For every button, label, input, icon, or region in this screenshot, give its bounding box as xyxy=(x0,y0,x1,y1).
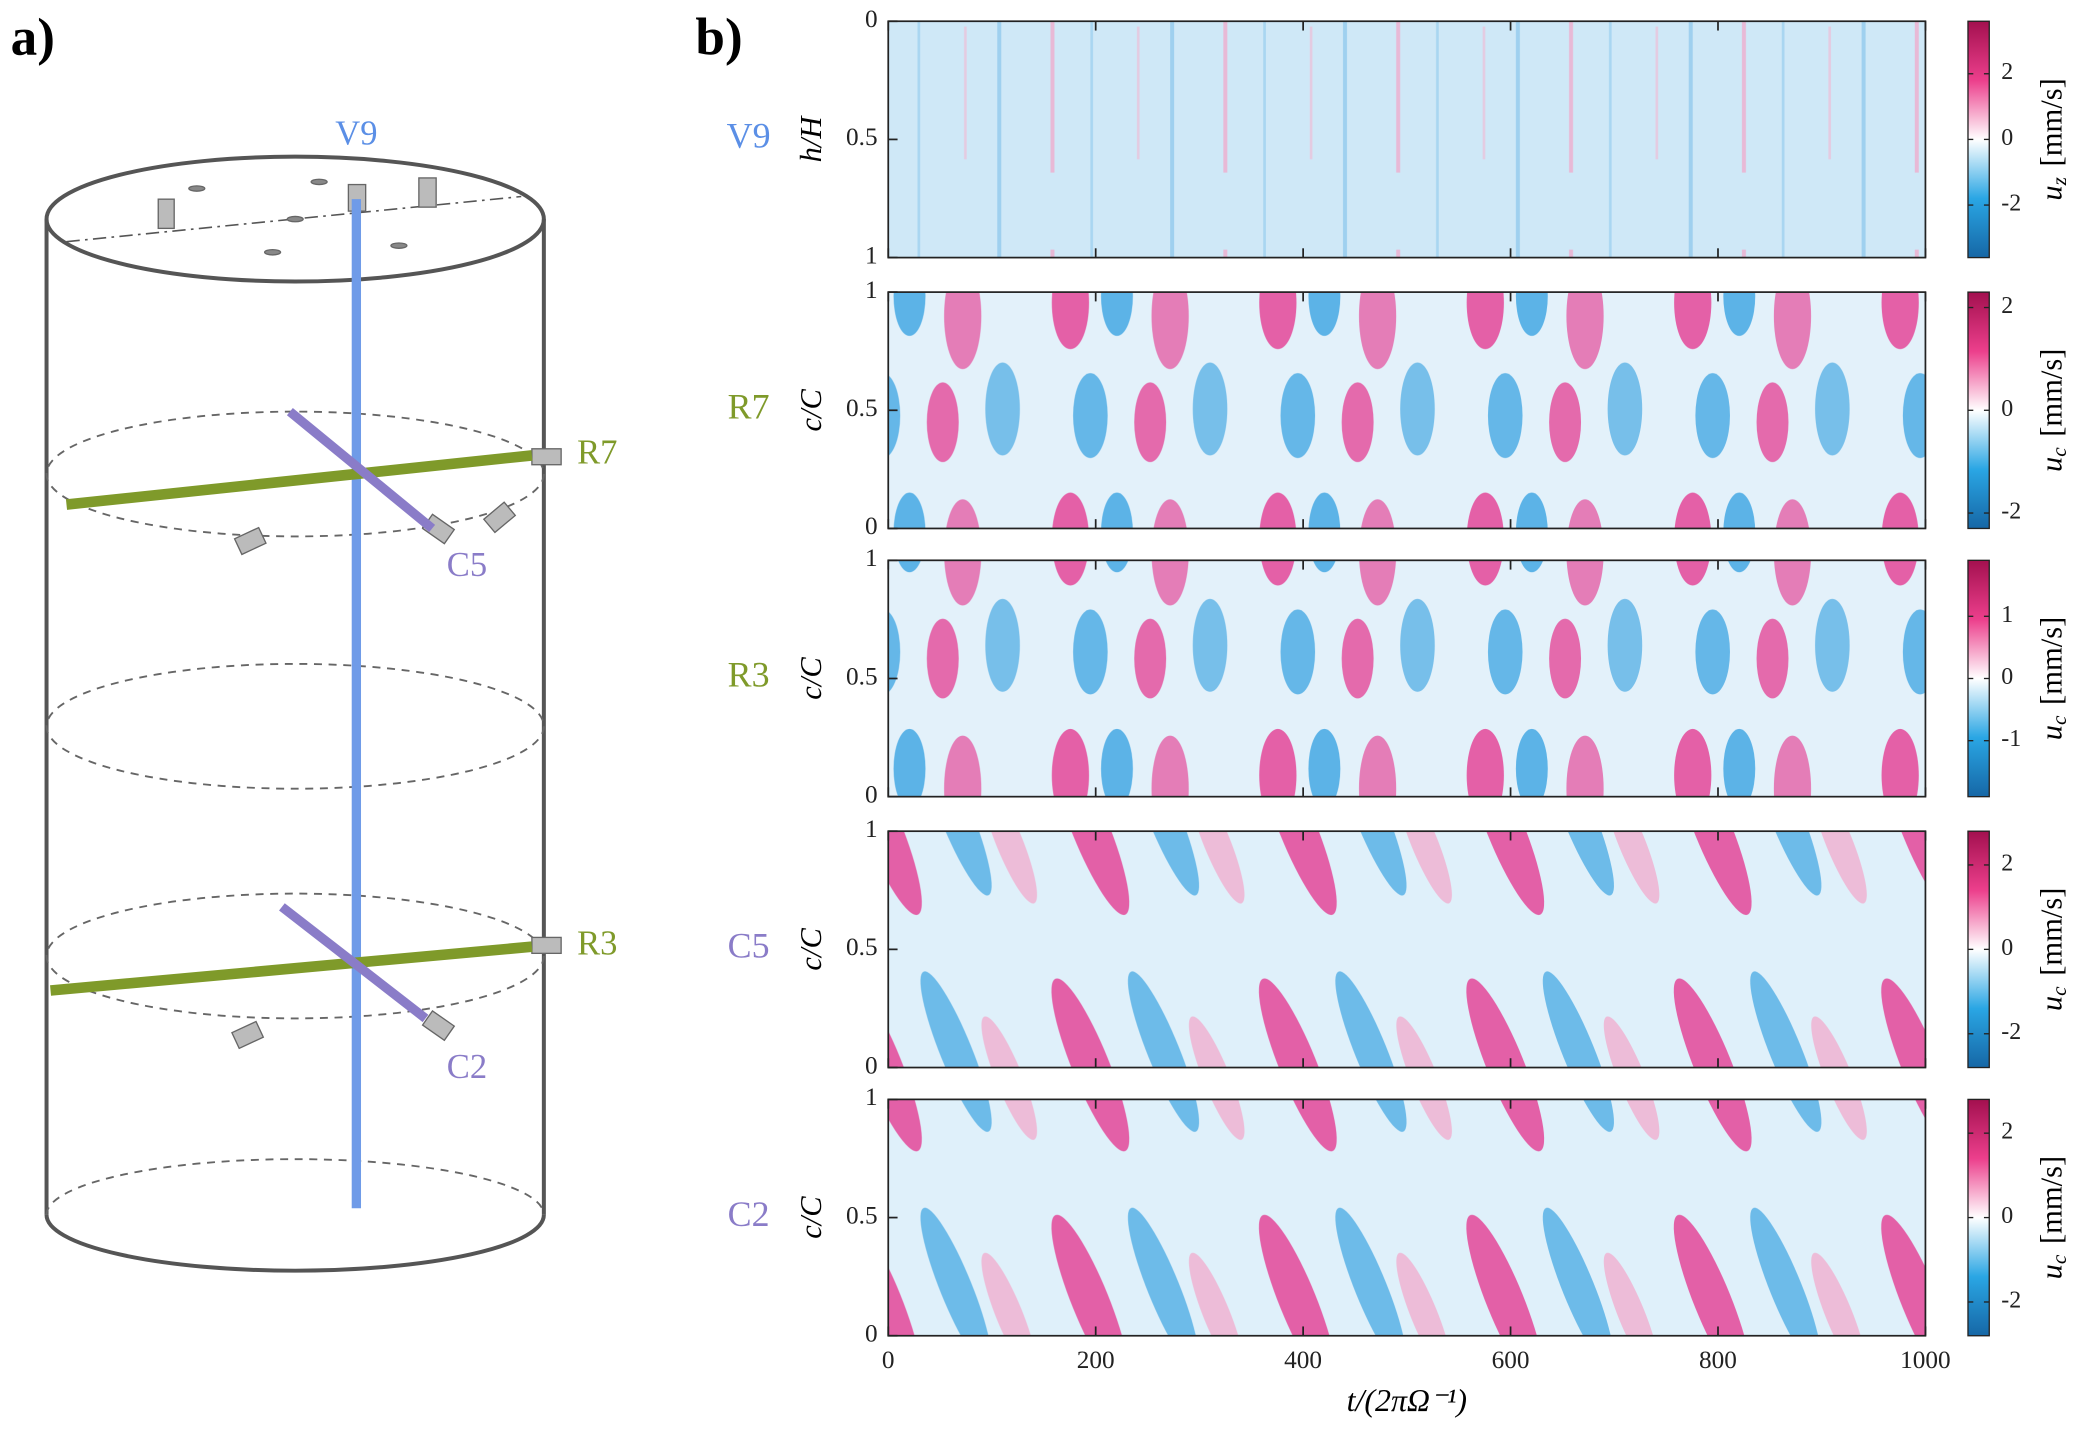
y-tick-label: 1 xyxy=(865,242,878,269)
colorbar-subscript: c xyxy=(2047,715,2071,725)
colorbar-label: uc [mm/s] xyxy=(2034,1156,2071,1280)
cylinder-diagram xyxy=(44,154,562,1273)
probe-label: R7 xyxy=(577,433,617,471)
colorbar-label: uz [mm/s] xyxy=(2034,78,2071,200)
probe-label: V9 xyxy=(335,115,377,153)
y-tick-label: 0.5 xyxy=(846,663,878,690)
colorbar-symbol: u xyxy=(2034,185,2068,200)
y-tick-label: 0 xyxy=(865,781,878,808)
heatmap xyxy=(888,292,1926,529)
colorbar-tick-label: 2 xyxy=(2001,1119,2013,1145)
colorbar-label: uc [mm/s] xyxy=(2034,349,2071,473)
y-tick-label: 1 xyxy=(865,545,878,572)
heatmap xyxy=(888,21,1926,258)
colorbar-symbol: u xyxy=(2034,996,2068,1011)
colorbar-tick-label: -2 xyxy=(2001,499,2021,525)
colorbar-tick-label: 2 xyxy=(2001,850,2013,876)
probe-name: C2 xyxy=(728,1194,770,1234)
probe-label: C5 xyxy=(447,546,487,584)
y-tick-label: 0.5 xyxy=(846,124,878,151)
colorbar-unit: [mm/s] xyxy=(2034,1156,2068,1244)
colorbar-subscript: z xyxy=(2047,177,2071,186)
colorbar-subscript: c xyxy=(2047,1254,2071,1264)
colorbar-tick-label: -2 xyxy=(2001,191,2021,217)
colorbar-tick-label: 2 xyxy=(2001,59,2013,85)
x-tick-label: 0 xyxy=(882,1347,895,1374)
x-tick-label: 200 xyxy=(1077,1347,1115,1374)
probe-label: R3 xyxy=(577,925,617,963)
colorbar-label: uc [mm/s] xyxy=(2034,617,2071,741)
colorbar-tick-label: 0 xyxy=(2001,125,2013,151)
y-tick-label: 0 xyxy=(865,6,878,33)
y-tick-label: 0.5 xyxy=(846,395,878,422)
x-axis-label: t/(2πΩ⁻¹) xyxy=(1347,1383,1467,1418)
y-tick-label: 1 xyxy=(865,277,878,304)
colorbar-tick-label: 0 xyxy=(2001,1203,2013,1229)
colorbar-tick-label: -1 xyxy=(2001,726,2021,752)
panel-label: b) xyxy=(695,9,742,67)
y-tick-label: 1 xyxy=(865,1084,878,1111)
probe-name: C5 xyxy=(728,926,770,966)
y-tick-label: 0.5 xyxy=(846,1202,878,1229)
x-tick-label: 400 xyxy=(1284,1347,1322,1374)
colorbar-tick-label: 0 xyxy=(2001,664,2013,690)
probe-name: V9 xyxy=(727,116,771,156)
probe-name: R7 xyxy=(728,387,770,427)
y-tick-label: 0 xyxy=(865,513,878,540)
probe-label: C2 xyxy=(447,1048,487,1086)
colorbar-subscript: c xyxy=(2047,986,2071,996)
x-tick-label: 600 xyxy=(1492,1347,1530,1374)
colorbar-tick-label: 2 xyxy=(2001,293,2013,319)
colorbar-tick-label: 0 xyxy=(2001,935,2013,961)
colorbar-tick-label: -2 xyxy=(2001,1019,2021,1045)
colorbar-subscript: c xyxy=(2047,447,2071,457)
y-axis-label: c/C xyxy=(794,1196,828,1239)
heatmap xyxy=(888,831,1926,1068)
colorbar-unit: [mm/s] xyxy=(2034,617,2068,705)
colorbar-label: uc [mm/s] xyxy=(2034,888,2071,1012)
colorbar-tick-label: 0 xyxy=(2001,396,2013,422)
y-tick-label: 0.5 xyxy=(846,934,878,961)
y-axis-label: c/C xyxy=(794,928,828,971)
colorbar-unit: [mm/s] xyxy=(2034,78,2068,166)
y-tick-label: 0 xyxy=(865,1321,878,1348)
x-tick-label: 1000 xyxy=(1900,1347,1951,1374)
heatmap xyxy=(888,560,1926,797)
probe-name: R3 xyxy=(728,655,770,695)
colorbar-tick-label: 1 xyxy=(2001,602,2013,628)
colorbar-symbol: u xyxy=(2034,457,2068,472)
y-tick-label: 1 xyxy=(865,816,878,843)
colorbar-tick-label: -2 xyxy=(2001,1287,2021,1313)
y-tick-label: 0 xyxy=(865,1052,878,1079)
x-tick-label: 800 xyxy=(1699,1347,1737,1374)
y-axis-label: c/C xyxy=(794,388,828,431)
panel-label: a) xyxy=(11,9,55,67)
heatmap xyxy=(888,1099,1926,1336)
colorbar-unit: [mm/s] xyxy=(2034,349,2068,437)
colorbar-unit: [mm/s] xyxy=(2034,888,2068,976)
y-axis-label: c/C xyxy=(794,657,828,700)
colorbar-symbol: u xyxy=(2034,1264,2068,1279)
y-axis-label: h/H xyxy=(794,115,828,163)
colorbar-symbol: u xyxy=(2034,725,2068,740)
